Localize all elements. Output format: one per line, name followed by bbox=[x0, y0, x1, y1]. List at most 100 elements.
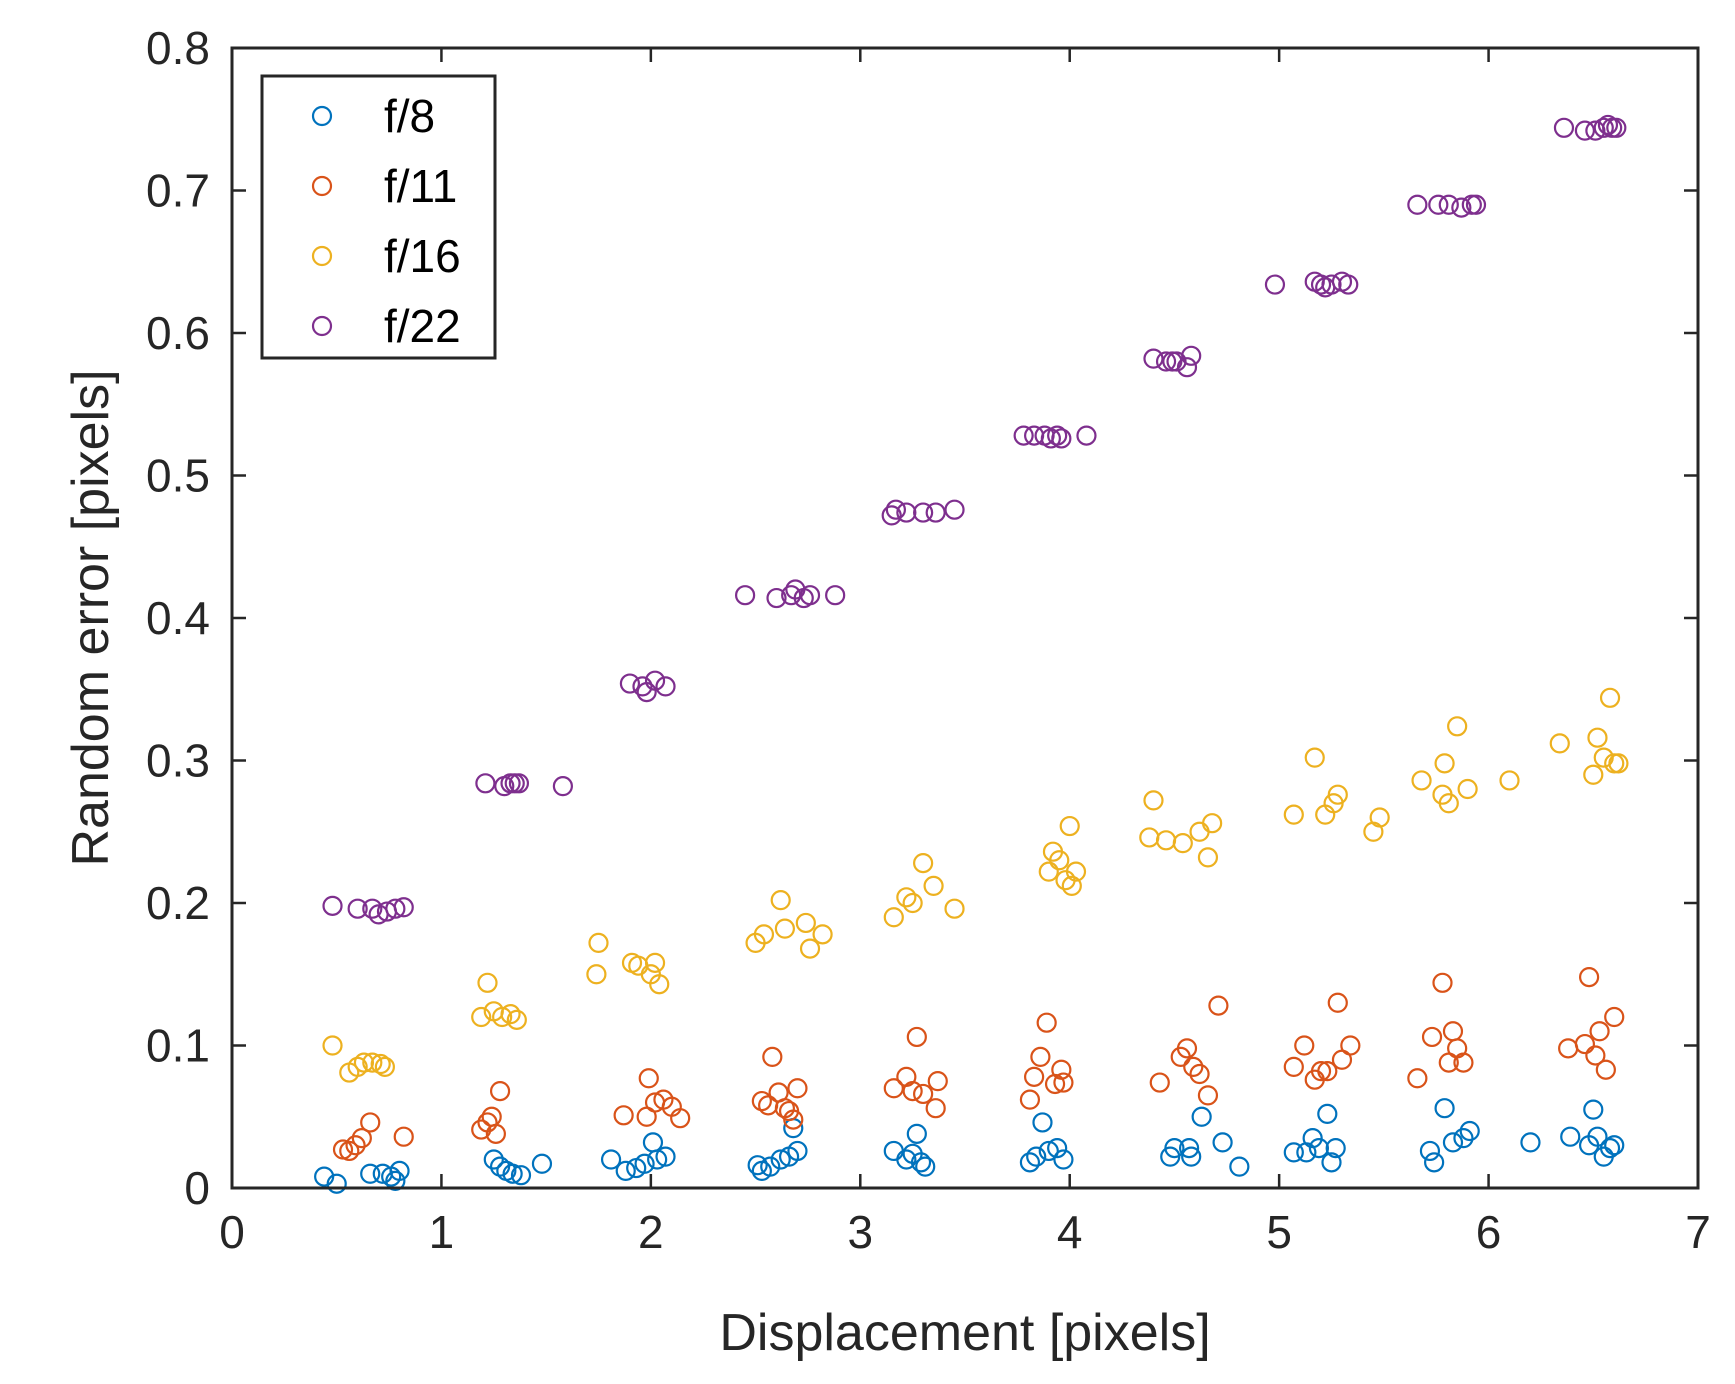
data-point bbox=[1451, 197, 1472, 218]
data-point bbox=[485, 1123, 506, 1144]
data-point bbox=[370, 1053, 391, 1075]
data-point bbox=[783, 1109, 804, 1130]
data-point bbox=[1593, 117, 1614, 138]
data-point bbox=[1049, 850, 1070, 871]
data-point bbox=[1599, 687, 1621, 708]
data-point bbox=[881, 505, 902, 526]
data-point bbox=[1340, 1035, 1361, 1056]
y-tick-label: 0.3 bbox=[146, 735, 210, 787]
data-point bbox=[1013, 425, 1034, 446]
x-tick-label: 2 bbox=[638, 1206, 664, 1258]
data-point bbox=[1606, 117, 1627, 138]
data-point bbox=[1283, 804, 1304, 825]
x-tick-label: 1 bbox=[429, 1206, 455, 1258]
data-point bbox=[1181, 345, 1202, 366]
data-point bbox=[339, 1140, 360, 1162]
data-point bbox=[1459, 1120, 1480, 1142]
data-point bbox=[1202, 813, 1223, 834]
data-point bbox=[906, 1026, 927, 1048]
data-point bbox=[1595, 1059, 1616, 1080]
data-point bbox=[1065, 861, 1087, 882]
y-axis-label: Random error [pixels] bbox=[62, 369, 120, 866]
data-point bbox=[1208, 995, 1229, 1016]
data-point bbox=[1143, 790, 1164, 811]
data-point bbox=[1197, 847, 1219, 868]
data-point bbox=[1059, 815, 1080, 837]
y-tick-label: 0.6 bbox=[146, 307, 210, 359]
data-point bbox=[353, 1052, 375, 1073]
data-point bbox=[471, 1119, 492, 1140]
data-point bbox=[913, 1083, 934, 1105]
data-point bbox=[1578, 966, 1600, 988]
data-point bbox=[1283, 1142, 1304, 1163]
x-tick-labels: 0 1 2 3 4 5 6 7 bbox=[219, 1206, 1711, 1258]
data-point bbox=[489, 1080, 511, 1102]
data-point bbox=[1553, 117, 1575, 138]
y-tick-label: 0 bbox=[184, 1162, 210, 1214]
data-point bbox=[362, 898, 383, 919]
data-point bbox=[799, 585, 821, 606]
data-point bbox=[588, 932, 609, 954]
data-point bbox=[883, 907, 904, 928]
data-point bbox=[1310, 1061, 1332, 1082]
data-point bbox=[787, 1140, 808, 1162]
data-point bbox=[615, 1160, 636, 1182]
data-point bbox=[393, 1126, 414, 1147]
data-point bbox=[634, 1153, 655, 1174]
data-point bbox=[1178, 1137, 1200, 1159]
y-tick-label: 0.8 bbox=[146, 22, 210, 74]
data-point bbox=[760, 1156, 781, 1177]
data-point bbox=[795, 912, 816, 934]
x-tick-label: 0 bbox=[219, 1206, 245, 1258]
data-point bbox=[766, 587, 787, 609]
data-point bbox=[531, 1153, 553, 1174]
data-point bbox=[913, 502, 934, 523]
data-point bbox=[586, 964, 607, 985]
data-point bbox=[360, 1112, 381, 1133]
data-point bbox=[326, 1173, 347, 1194]
x-tick-label: 3 bbox=[847, 1206, 873, 1258]
legend: f/8 f/11 f/16 f/22 bbox=[260, 74, 497, 360]
data-point bbox=[1589, 1021, 1610, 1042]
data-point bbox=[1047, 1137, 1068, 1159]
data-point bbox=[927, 1071, 948, 1092]
data-point bbox=[1587, 727, 1608, 748]
data-point bbox=[347, 898, 368, 919]
data-point bbox=[1321, 274, 1342, 295]
data-point bbox=[1036, 1012, 1057, 1033]
data-point bbox=[475, 773, 496, 794]
data-point bbox=[1317, 1103, 1338, 1125]
data-point bbox=[799, 938, 821, 959]
data-point bbox=[1419, 1140, 1441, 1162]
data-point bbox=[1053, 1149, 1074, 1170]
data-point bbox=[1197, 1085, 1219, 1106]
x-tick-label: 6 bbox=[1476, 1206, 1502, 1258]
data-point bbox=[1143, 348, 1164, 369]
data-point bbox=[644, 952, 666, 973]
y-tick-labels: 0 0.1 0.2 0.3 0.4 0.5 0.6 0.7 0.8 bbox=[146, 22, 210, 1214]
data-point bbox=[1189, 1063, 1210, 1085]
data-point bbox=[1149, 1072, 1170, 1093]
data-point bbox=[1024, 1066, 1045, 1087]
data-point bbox=[1164, 1137, 1185, 1159]
data-point bbox=[510, 1165, 532, 1186]
data-point bbox=[322, 895, 343, 916]
y-tick-label: 0.1 bbox=[146, 1020, 210, 1072]
data-point bbox=[1176, 357, 1198, 378]
data-point bbox=[1597, 114, 1619, 136]
data-point bbox=[1421, 1026, 1443, 1048]
data-point bbox=[1212, 1132, 1233, 1153]
data-point bbox=[1019, 1089, 1041, 1110]
data-points bbox=[314, 114, 1629, 1194]
data-point bbox=[923, 875, 944, 897]
data-point bbox=[360, 1163, 381, 1184]
data-point bbox=[913, 852, 934, 874]
data-point bbox=[1183, 1056, 1204, 1077]
data-point bbox=[1583, 764, 1604, 785]
data-point bbox=[389, 1160, 410, 1182]
data-point bbox=[774, 918, 795, 939]
data-point bbox=[925, 1098, 946, 1119]
data-point bbox=[1434, 753, 1455, 774]
y-tick-label: 0.4 bbox=[146, 592, 210, 644]
